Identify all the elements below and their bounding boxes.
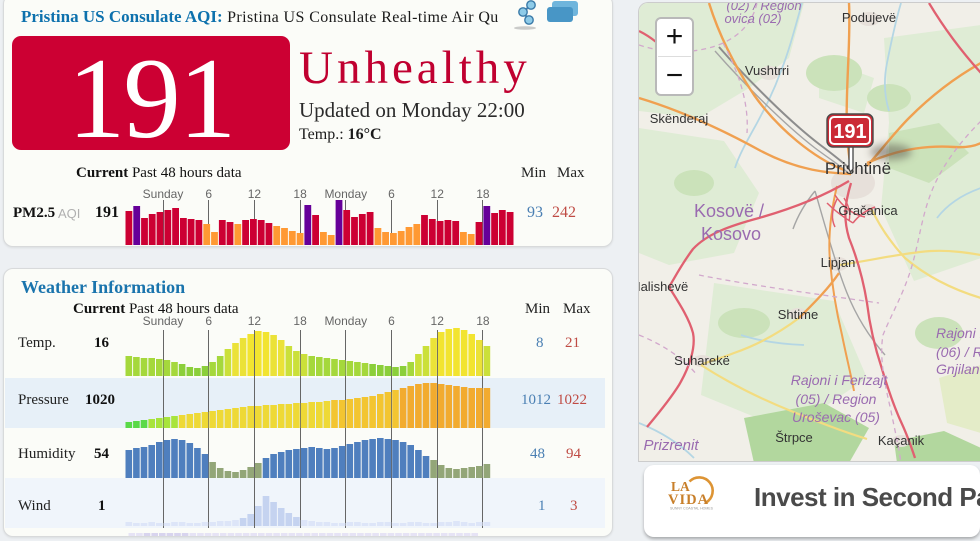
svg-text:Monday: Monday xyxy=(324,187,367,201)
svg-text:(06) / R: (06) / R xyxy=(936,344,980,360)
svg-text:Skënderaj: Skënderaj xyxy=(650,111,709,126)
svg-text:12: 12 xyxy=(431,314,445,328)
svg-text:(02) / Region: (02) / Region xyxy=(726,3,801,13)
svg-text:Kosovë /: Kosovë / xyxy=(694,201,764,221)
svg-text:Rajoni i Ferizajt: Rajoni i Ferizajt xyxy=(791,372,889,388)
svg-text:Prishtinë: Prishtinë xyxy=(825,159,891,178)
svg-text:Kaçanik: Kaçanik xyxy=(878,433,925,448)
svg-text:Gnjilan: Gnjilan xyxy=(936,361,980,377)
svg-text:(05) / Region: (05) / Region xyxy=(796,391,877,407)
svg-text:6: 6 xyxy=(205,187,212,201)
svg-text:Malishevë: Malishevë xyxy=(639,279,688,294)
svg-text:6: 6 xyxy=(388,314,395,328)
svg-text:Sunday: Sunday xyxy=(143,314,184,328)
svg-text:Monday: Monday xyxy=(324,314,367,328)
svg-text:VIDA: VIDA xyxy=(668,492,709,508)
svg-text:18: 18 xyxy=(293,314,307,328)
svg-text:12: 12 xyxy=(248,314,262,328)
svg-text:Rajoni i: Rajoni i xyxy=(936,325,980,341)
svg-text:12: 12 xyxy=(248,187,262,201)
svg-text:6: 6 xyxy=(205,314,212,328)
svg-text:18: 18 xyxy=(476,314,490,328)
svg-text:Štrpce: Štrpce xyxy=(775,430,813,445)
svg-text:Sunday: Sunday xyxy=(143,187,184,201)
svg-text:Podujevë: Podujevë xyxy=(842,10,896,25)
svg-text:12: 12 xyxy=(431,187,445,201)
svg-text:Prizrenit: Prizrenit xyxy=(643,437,699,454)
svg-text:Lipjan: Lipjan xyxy=(821,255,856,270)
svg-text:18: 18 xyxy=(293,187,307,201)
svg-text:Kosovo: Kosovo xyxy=(701,224,761,244)
svg-text:LA: LA xyxy=(671,479,690,494)
svg-text:SUNNY COASTAL HOMES: SUNNY COASTAL HOMES xyxy=(670,507,714,511)
svg-text:Vushtrri: Vushtrri xyxy=(745,63,789,78)
svg-text:18: 18 xyxy=(476,187,490,201)
svg-text:6: 6 xyxy=(388,187,395,201)
svg-text:Uroševac (05): Uroševac (05) xyxy=(792,409,880,425)
svg-text:Gračanica: Gračanica xyxy=(838,203,898,218)
svg-text:Shtime: Shtime xyxy=(778,307,818,322)
svg-text:ovica (02): ovica (02) xyxy=(724,11,781,26)
svg-text:Suharekë: Suharekë xyxy=(674,353,730,368)
svg-text:191: 191 xyxy=(833,121,866,143)
